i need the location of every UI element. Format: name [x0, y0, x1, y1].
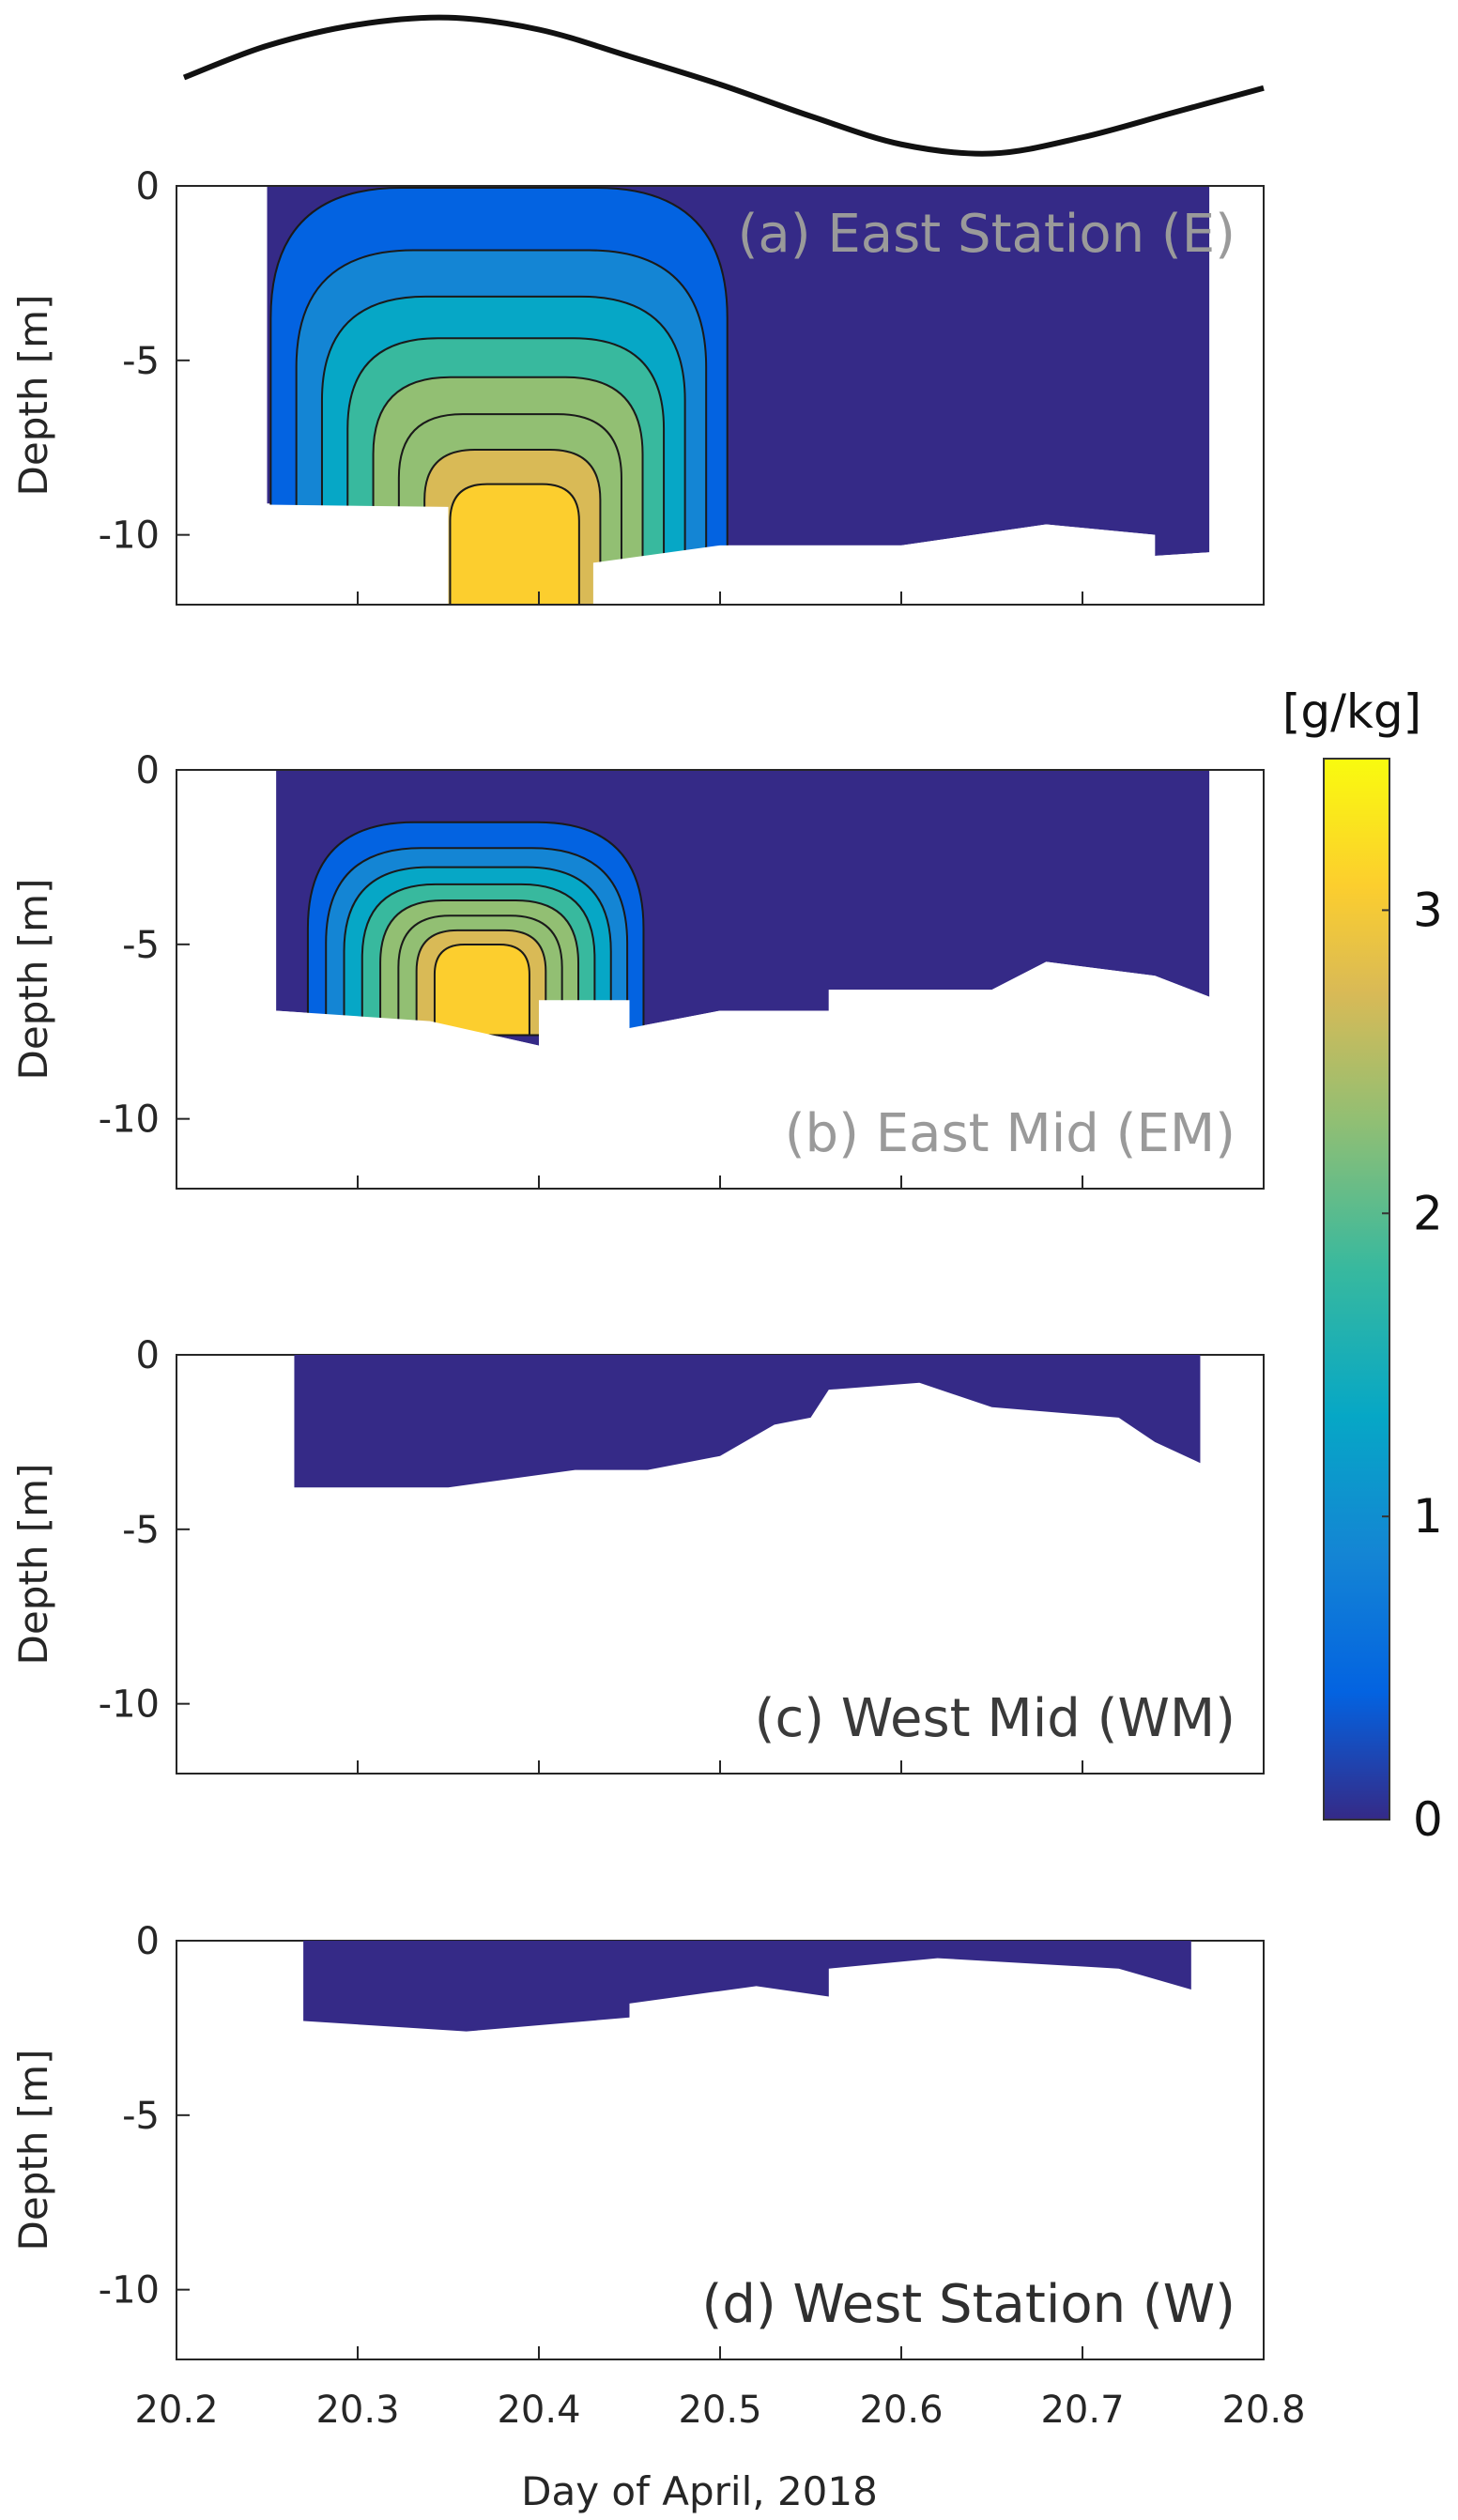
- x-tick-label: 20.5: [678, 2389, 761, 2432]
- salinity-field-base: [294, 1355, 1201, 1488]
- salinity-field-base: [303, 1941, 1191, 2032]
- y-tick-label: -10: [99, 1099, 160, 1142]
- contour-level-8: [433, 944, 530, 1037]
- y-tick-label: 0: [136, 1920, 160, 1963]
- x-tick-label: 20.6: [859, 2389, 943, 2432]
- tide-curve: [182, 14, 1265, 157]
- y-tick-label: -10: [99, 515, 160, 558]
- seabed-mask: [176, 961, 1264, 1189]
- y-tick-label: -5: [122, 1509, 160, 1552]
- colorbar: [g/kg] 0 1 2 3: [1282, 684, 1443, 1847]
- panel-a: 0 -5 -10 Depth [m] (a) East Station (E): [10, 165, 1265, 606]
- x-axis-tick-labels: 20.2 20.3 20.4 20.5 20.6 20.7 20.8: [134, 2389, 1305, 2432]
- y-tick-label: -5: [122, 924, 160, 967]
- y-axis-label: Depth [m]: [10, 879, 56, 1081]
- y-axis-label: Depth [m]: [10, 1464, 56, 1666]
- colorbar-gradient: [1323, 758, 1390, 1821]
- x-tick-label: 20.4: [497, 2389, 580, 2432]
- y-tick-label: 0: [136, 165, 160, 208]
- y-tick-label: 0: [136, 749, 160, 792]
- x-axis-label: Day of April, 2018: [521, 2468, 878, 2514]
- panel-d: 0 -5 -10 Depth [m] (d) West Station (W): [10, 1920, 1265, 2360]
- y-tick-label: -10: [99, 2269, 160, 2313]
- panel-c: 0 -5 -10 Depth [m] (c) West Mid (WM): [10, 1334, 1265, 1775]
- x-tick-label: 20.2: [134, 2389, 218, 2432]
- panel-title: (a) East Station (E): [738, 204, 1235, 265]
- y-tick-label: -10: [99, 1683, 160, 1727]
- panel-b: 0 -5 -10 Depth [m] (b) East Mid (EM): [10, 749, 1265, 1190]
- panel-title: (d) West Station (W): [702, 2274, 1235, 2335]
- y-tick-label: -5: [122, 2095, 160, 2138]
- x-tick-label: 20.3: [315, 2389, 399, 2432]
- colorbar-tick-label: 3: [1413, 883, 1443, 937]
- seabed-mask: [176, 503, 1264, 605]
- colorbar-tick-label: 1: [1413, 1489, 1443, 1544]
- y-axis-label: Depth [m]: [10, 2050, 56, 2251]
- panel-title: (c) West Mid (WM): [755, 1688, 1235, 1749]
- x-tick-label: 20.8: [1221, 2389, 1305, 2432]
- y-axis-label: Depth [m]: [10, 295, 56, 497]
- contour-level-8: [449, 483, 580, 606]
- x-tick-label: 20.7: [1040, 2389, 1124, 2432]
- colorbar-label: [g/kg]: [1282, 684, 1421, 739]
- colorbar-tick-label: 0: [1413, 1792, 1443, 1847]
- panel-title: (b) East Mid (EM): [785, 1103, 1235, 1164]
- colorbar-tick-label: 2: [1413, 1186, 1443, 1240]
- y-tick-label: 0: [136, 1334, 160, 1377]
- y-tick-label: -5: [122, 340, 160, 383]
